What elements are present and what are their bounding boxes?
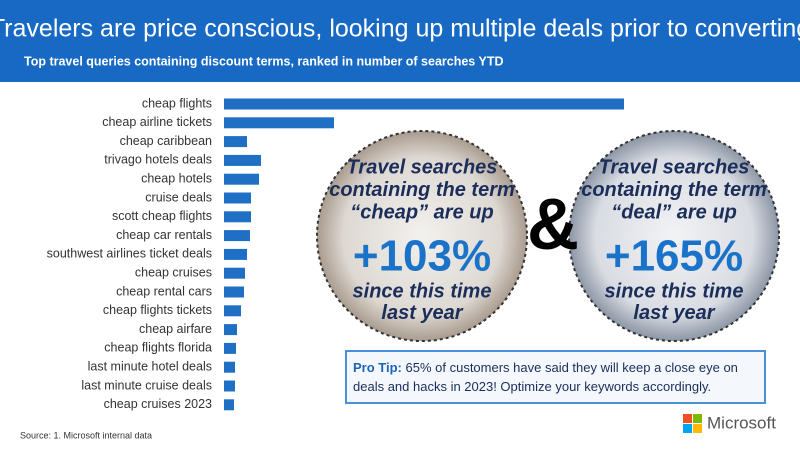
source: Source: 1. Microsoft internal data: [20, 430, 152, 440]
callout-line: “deal” are up: [611, 201, 737, 223]
callout-line: Travel searches: [599, 156, 750, 178]
bar: [224, 361, 235, 373]
subtitle: Top travel queries containing discount t…: [24, 54, 504, 68]
bar: [224, 267, 245, 279]
callout-line: last year: [633, 302, 715, 324]
category-label: scott cheap flights: [112, 209, 212, 223]
category-label: cheap cruises: [135, 265, 212, 279]
category-label: cheap car rentals: [116, 228, 212, 242]
callout-circle: [316, 130, 528, 342]
header-band: [0, 0, 800, 82]
bar: [224, 173, 259, 185]
category-label: cheap hotels: [141, 171, 212, 185]
category-label: cruise deals: [145, 190, 212, 204]
title: Travelers are price conscious, looking u…: [0, 15, 800, 43]
ampersand: &: [527, 185, 579, 265]
bar: [224, 211, 251, 223]
category-label: cheap cruises 2023: [104, 397, 212, 411]
bar: [224, 342, 236, 354]
logo-square: [693, 424, 702, 433]
category-label: last minute cruise deals: [81, 378, 212, 392]
bar: [224, 192, 251, 204]
pro-tip: Pro Tip: 65% of customers have said they…: [345, 350, 766, 404]
category-label: cheap airfare: [139, 322, 212, 336]
bar: [224, 117, 334, 129]
callout-line: containing the term: [329, 179, 515, 201]
brand: Microsoft: [707, 413, 776, 432]
category-label: cheap flights florida: [104, 341, 212, 355]
category-label: cheap rental cars: [116, 284, 212, 298]
bar: [224, 380, 235, 392]
category-label: cheap airline tickets: [102, 115, 212, 129]
category-label: cheap caribbean: [120, 134, 212, 148]
callout-line: containing the term: [581, 179, 767, 201]
logo-square: [683, 424, 692, 433]
category-label: trivago hotels deals: [104, 153, 212, 167]
callout-line: “cheap” are up: [350, 201, 493, 223]
callout-circle: [568, 130, 780, 342]
category-label: last minute hotel deals: [88, 359, 212, 373]
category-label: southwest airlines ticket deals: [47, 247, 212, 261]
bar: [224, 324, 237, 336]
bar: [224, 305, 241, 317]
bar: [224, 399, 234, 411]
callout-line: since this time: [353, 280, 492, 302]
category-label: cheap flights tickets: [103, 303, 212, 317]
logo-square: [693, 414, 702, 423]
bar: [224, 286, 244, 298]
bar: [224, 154, 261, 166]
tip-text: 65% of customers have said they will kee…: [353, 360, 738, 394]
bar: [224, 98, 624, 110]
category-label: cheap flights: [142, 96, 212, 110]
tip-label: Pro Tip:: [353, 360, 402, 375]
bar: [224, 230, 250, 242]
callout-stat: +103%: [353, 232, 491, 281]
callout-line: last year: [381, 302, 463, 324]
callout-stat: +165%: [605, 232, 743, 281]
bar: [224, 248, 247, 260]
logo-square: [683, 414, 692, 423]
bar: [224, 136, 247, 148]
callout-line: Travel searches: [347, 156, 498, 178]
callout-line: since this time: [605, 280, 744, 302]
